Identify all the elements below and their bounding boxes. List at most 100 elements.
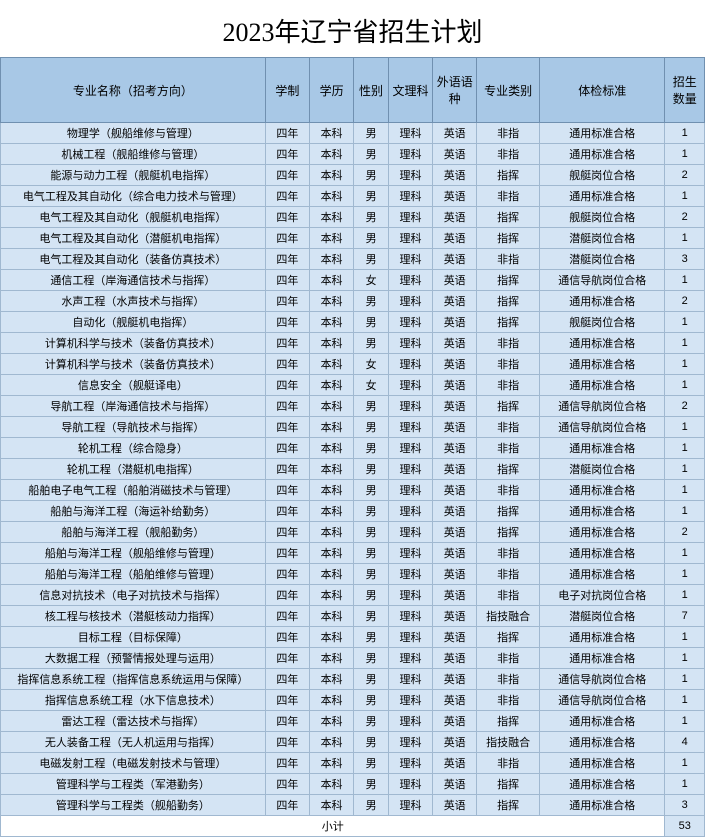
cell-science: 理科 [388,291,432,312]
cell-count: 3 [665,795,705,816]
table-row: 指挥信息系统工程（指挥信息系统运用与保障）四年本科男理科英语非指通信导航岗位合格… [1,669,705,690]
cell-degree: 本科 [310,795,354,816]
cell-count: 1 [665,270,705,291]
cell-major: 能源与动力工程（舰艇机电指挥） [1,165,266,186]
cell-language: 英语 [433,543,477,564]
cell-physical: 通用标准合格 [539,354,664,375]
cell-language: 英语 [433,522,477,543]
cell-gender: 男 [354,669,389,690]
cell-gender: 男 [354,333,389,354]
cell-major: 指挥信息系统工程（水下信息技术） [1,690,266,711]
cell-gender: 男 [354,543,389,564]
cell-language: 英语 [433,207,477,228]
cell-science: 理科 [388,249,432,270]
cell-category: 指挥 [477,228,540,249]
cell-category: 非指 [477,186,540,207]
cell-category: 非指 [477,564,540,585]
cell-count: 1 [665,585,705,606]
cell-duration: 四年 [265,690,309,711]
table-row: 船舶与海洋工程（海运补给勤务）四年本科男理科英语指挥通用标准合格1 [1,501,705,522]
cell-gender: 男 [354,144,389,165]
cell-language: 英语 [433,144,477,165]
cell-major: 无人装备工程（无人机运用与指挥） [1,732,266,753]
cell-count: 1 [665,123,705,144]
header-degree: 学历 [310,58,354,123]
cell-duration: 四年 [265,396,309,417]
cell-duration: 四年 [265,627,309,648]
cell-degree: 本科 [310,606,354,627]
cell-science: 理科 [388,396,432,417]
cell-major: 导航工程（岸海通信技术与指挥） [1,396,266,417]
cell-science: 理科 [388,312,432,333]
cell-degree: 本科 [310,732,354,753]
cell-science: 理科 [388,165,432,186]
cell-science: 理科 [388,690,432,711]
cell-gender: 男 [354,711,389,732]
cell-category: 指挥 [477,291,540,312]
cell-major: 核工程与核技术（潜艇核动力指挥） [1,606,266,627]
cell-major: 船舶与海洋工程（舰船勤务） [1,522,266,543]
table-body: 物理学（舰船维修与管理）四年本科男理科英语非指通用标准合格1机械工程（舰船维修与… [1,123,705,837]
cell-duration: 四年 [265,249,309,270]
cell-physical: 通信导航岗位合格 [539,270,664,291]
cell-count: 1 [665,417,705,438]
cell-language: 英语 [433,123,477,144]
cell-count: 1 [665,690,705,711]
cell-science: 理科 [388,606,432,627]
cell-count: 1 [665,459,705,480]
cell-physical: 通用标准合格 [539,291,664,312]
cell-physical: 通信导航岗位合格 [539,417,664,438]
cell-duration: 四年 [265,543,309,564]
cell-count: 2 [665,207,705,228]
cell-language: 英语 [433,711,477,732]
cell-category: 非指 [477,543,540,564]
cell-gender: 男 [354,249,389,270]
cell-degree: 本科 [310,669,354,690]
cell-physical: 通用标准合格 [539,774,664,795]
cell-count: 1 [665,375,705,396]
cell-language: 英语 [433,795,477,816]
cell-duration: 四年 [265,711,309,732]
cell-duration: 四年 [265,480,309,501]
cell-science: 理科 [388,774,432,795]
cell-degree: 本科 [310,123,354,144]
table-row: 无人装备工程（无人机运用与指挥）四年本科男理科英语指技融合通用标准合格4 [1,732,705,753]
cell-physical: 通用标准合格 [539,543,664,564]
cell-physical: 潜艇岗位合格 [539,459,664,480]
cell-category: 非指 [477,333,540,354]
table-row: 机械工程（舰船维修与管理）四年本科男理科英语非指通用标准合格1 [1,144,705,165]
cell-duration: 四年 [265,375,309,396]
cell-degree: 本科 [310,438,354,459]
table-row: 信息对抗技术（电子对抗技术与指挥）四年本科男理科英语非指电子对抗岗位合格1 [1,585,705,606]
cell-physical: 通用标准合格 [539,144,664,165]
cell-count: 1 [665,186,705,207]
cell-category: 非指 [477,669,540,690]
cell-degree: 本科 [310,144,354,165]
cell-science: 理科 [388,417,432,438]
cell-language: 英语 [433,501,477,522]
cell-duration: 四年 [265,207,309,228]
cell-count: 1 [665,543,705,564]
cell-count: 2 [665,165,705,186]
cell-language: 英语 [433,564,477,585]
cell-degree: 本科 [310,522,354,543]
cell-language: 英语 [433,753,477,774]
cell-category: 非指 [477,375,540,396]
cell-science: 理科 [388,627,432,648]
cell-degree: 本科 [310,228,354,249]
cell-physical: 通用标准合格 [539,375,664,396]
cell-language: 英语 [433,270,477,291]
cell-count: 1 [665,627,705,648]
table-row: 管理科学与工程类（舰船勤务）四年本科男理科英语指挥通用标准合格3 [1,795,705,816]
cell-major: 信息安全（舰艇译电） [1,375,266,396]
table-row: 船舶与海洋工程（舰船维修与管理）四年本科男理科英语非指通用标准合格1 [1,543,705,564]
cell-gender: 男 [354,648,389,669]
cell-major: 计算机科学与技术（装备仿真技术） [1,354,266,375]
cell-category: 指挥 [477,501,540,522]
cell-degree: 本科 [310,753,354,774]
cell-count: 1 [665,753,705,774]
cell-science: 理科 [388,795,432,816]
cell-gender: 男 [354,501,389,522]
cell-count: 1 [665,711,705,732]
cell-degree: 本科 [310,375,354,396]
